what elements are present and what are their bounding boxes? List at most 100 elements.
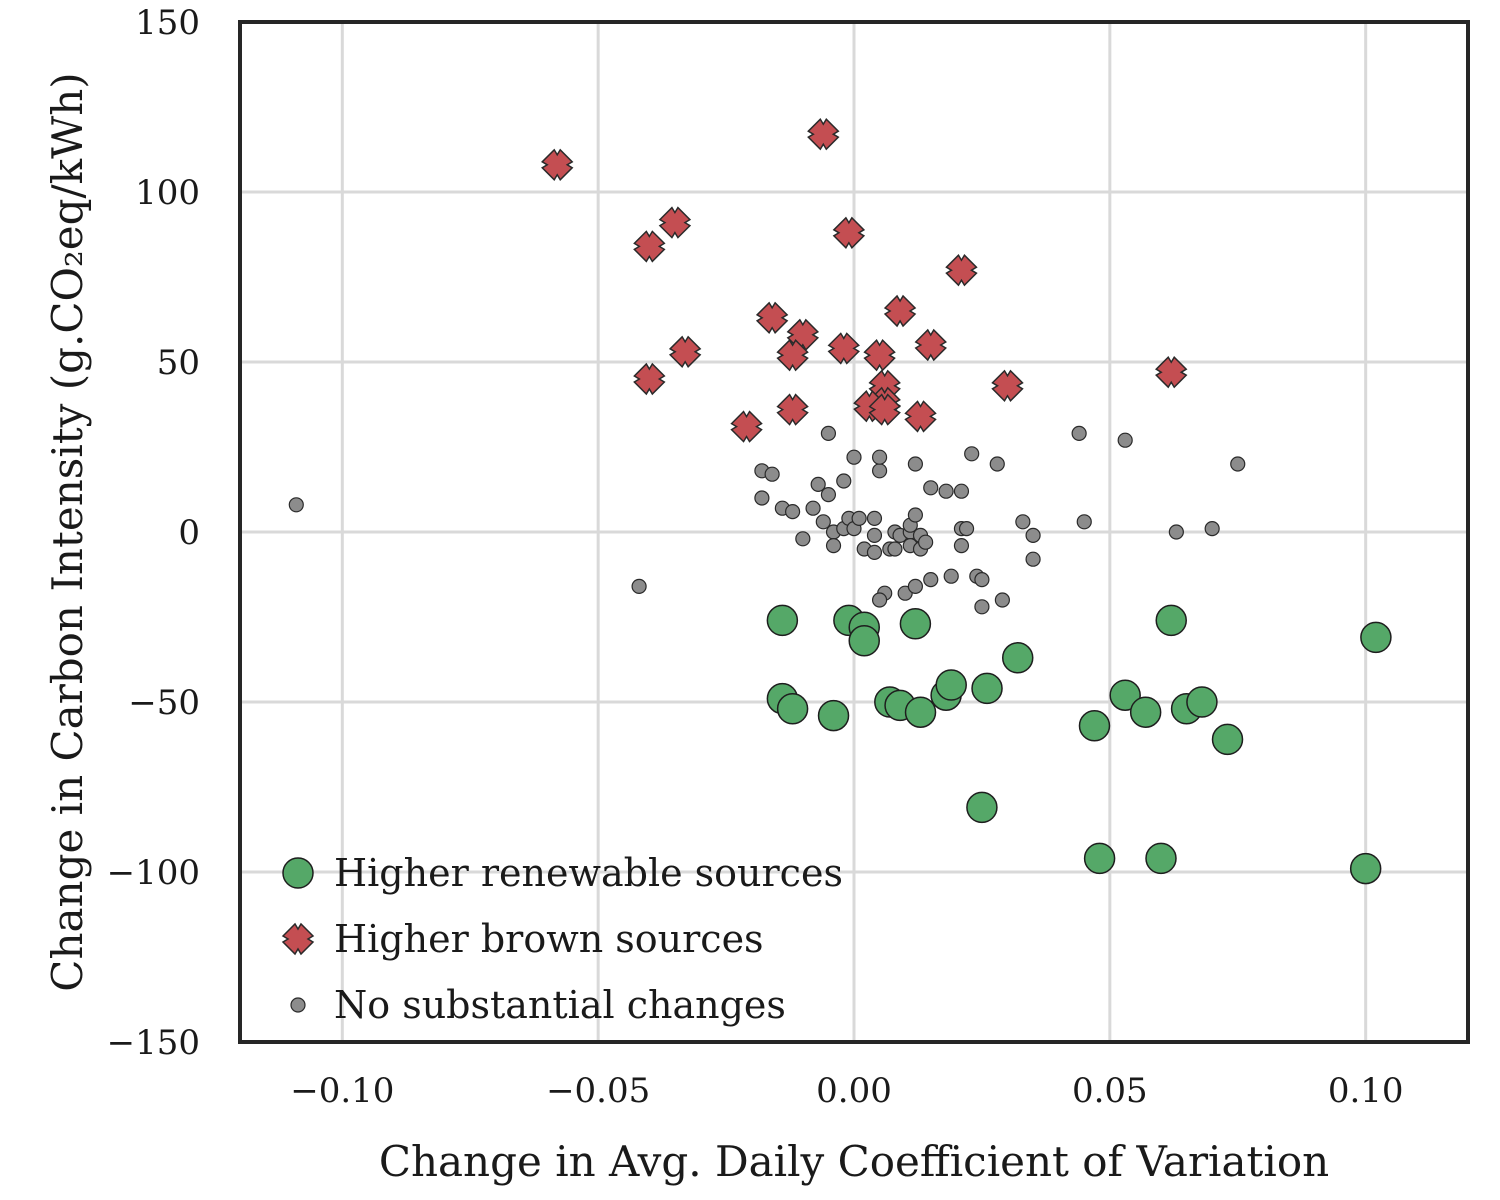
renewable-point xyxy=(935,669,967,701)
no-change-point xyxy=(964,446,980,462)
brown-point xyxy=(658,206,692,239)
no-change-point xyxy=(631,578,647,595)
no-change-point xyxy=(795,531,811,547)
brown-point xyxy=(914,328,947,362)
no-change-point xyxy=(866,544,883,561)
no-change-point xyxy=(1015,514,1031,530)
y-axis-title: Change in Carbon Intensity (g.CO₂eq/kWh) xyxy=(43,72,92,991)
renewable-point xyxy=(776,693,809,725)
renewable-point xyxy=(1155,604,1187,637)
renewable-point xyxy=(817,699,850,732)
renewable-point xyxy=(766,604,799,637)
no-change-point xyxy=(887,541,903,557)
no-change-point xyxy=(851,510,867,527)
brown-point xyxy=(832,216,866,250)
no-change-point xyxy=(994,592,1010,608)
x-tick-label: 0.00 xyxy=(816,1071,892,1111)
brown-point xyxy=(945,253,978,287)
no-change-point xyxy=(764,466,780,482)
no-change-point xyxy=(923,571,939,588)
no-change-point xyxy=(1204,520,1220,537)
no-change-point xyxy=(907,507,924,523)
no-change-point xyxy=(825,537,842,554)
no-change-point xyxy=(1071,425,1087,441)
renewable-point xyxy=(1129,696,1162,728)
brown-point xyxy=(868,393,901,426)
no-change-point xyxy=(938,483,954,499)
renewable-point xyxy=(1186,686,1218,718)
renewable-point xyxy=(1145,842,1177,875)
legend-marker xyxy=(290,997,306,1013)
brown-point xyxy=(633,230,666,263)
no-change-point xyxy=(958,520,975,537)
brown-point xyxy=(827,332,860,365)
no-change-point xyxy=(866,527,883,544)
legend-label: Higher brown sources xyxy=(334,917,764,961)
renewable-point xyxy=(1109,679,1141,711)
no-change-point xyxy=(784,504,801,520)
y-tick-label: 50 xyxy=(157,343,200,383)
brown-point xyxy=(541,148,574,182)
x-tick-label: −0.10 xyxy=(290,1071,394,1111)
brown-point xyxy=(730,410,763,443)
no-change-point xyxy=(805,500,821,516)
no-change-point xyxy=(974,571,990,588)
brown-point xyxy=(633,362,666,396)
no-change-point xyxy=(288,497,304,513)
no-change-point xyxy=(871,592,888,608)
no-change-point xyxy=(907,456,924,472)
legend: Higher renewable sources Higher brown sou… xyxy=(281,851,843,1027)
no-change-point xyxy=(1117,432,1133,448)
legend-marker xyxy=(282,857,314,889)
no-change-point xyxy=(989,456,1005,472)
renewable-point xyxy=(1360,621,1392,654)
no-change-point xyxy=(871,463,888,479)
y-tick-label: 0 xyxy=(178,513,200,553)
x-tick-label: −0.05 xyxy=(546,1071,650,1111)
no-change-point xyxy=(1076,514,1092,530)
no-change-point xyxy=(820,487,837,503)
renewable-point xyxy=(971,672,1003,705)
brown-point xyxy=(668,335,702,369)
brown-point xyxy=(776,338,809,372)
no-change-point xyxy=(953,537,970,554)
x-tick-labels: −0.10 −0.05 0.00 0.05 0.10 xyxy=(290,1071,1403,1111)
y-tick-label: −100 xyxy=(107,853,200,893)
renewable-point xyxy=(1349,852,1382,885)
no-change-point xyxy=(918,534,934,550)
no-change-point xyxy=(846,449,862,465)
no-change-point xyxy=(1025,551,1041,567)
no-change-point xyxy=(1230,456,1246,472)
renewable-point xyxy=(904,696,937,728)
x-tick-label: 0.05 xyxy=(1072,1071,1148,1111)
brown-point xyxy=(904,400,937,433)
no-change-point xyxy=(836,473,852,489)
plot-frame xyxy=(238,20,1470,1044)
x-tick-label: 0.10 xyxy=(1328,1071,1404,1111)
legend-marker xyxy=(281,922,315,956)
y-tick-label: −50 xyxy=(128,683,200,723)
x-axis-title: Change in Avg. Daily Coefficient of Vari… xyxy=(379,1137,1329,1186)
no-change-point xyxy=(754,490,770,506)
legend-item: Higher brown sources xyxy=(281,917,764,961)
renewable-point xyxy=(1001,642,1034,674)
y-tick-labels: 150 100 50 0 −50 −100 −150 xyxy=(107,3,200,1063)
brown-point xyxy=(1155,355,1188,389)
y-tick-label: −150 xyxy=(107,1023,200,1063)
no-change-point xyxy=(1168,524,1184,540)
no-change-point xyxy=(810,476,826,492)
no-change-point xyxy=(943,568,959,584)
legend-label: No substantial changes xyxy=(334,983,786,1027)
brown-point xyxy=(807,117,840,151)
renewable-point xyxy=(1078,710,1111,742)
y-tick-label: 100 xyxy=(135,173,200,213)
no-change-point xyxy=(871,449,888,465)
no-change-point xyxy=(815,514,831,530)
renewable-point xyxy=(966,791,998,824)
no-change-point xyxy=(1025,527,1041,544)
renewable-point xyxy=(899,608,932,640)
no-change-point xyxy=(953,483,970,499)
no-change-point xyxy=(866,510,883,527)
no-change-point xyxy=(820,425,837,441)
